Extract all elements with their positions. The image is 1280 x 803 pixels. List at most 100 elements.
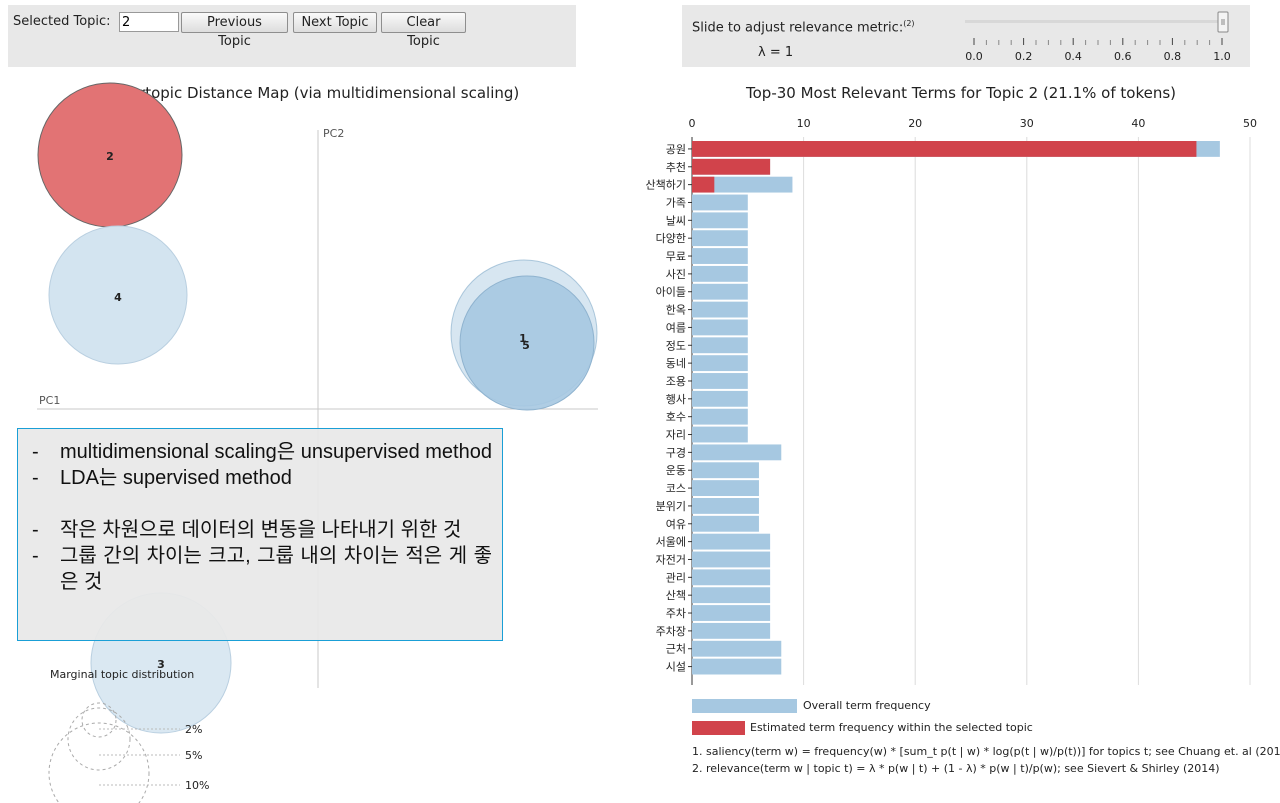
- bar-overall: [692, 587, 771, 604]
- term-label: 호수: [666, 411, 686, 424]
- slider-tick-label: 0.8: [1164, 50, 1182, 63]
- lambda-readout: λ = 1: [758, 45, 794, 60]
- term-label: 한옥: [666, 304, 686, 317]
- relevance-slider-label: Slide to adjust relevance metric:(2): [692, 19, 915, 36]
- topic-circle-4[interactable]: [48, 225, 188, 365]
- bar-overall: [692, 337, 748, 354]
- pc2-label: PC2: [323, 127, 344, 140]
- bar-overall: [692, 480, 759, 496]
- legend-overall-swatch: [692, 699, 797, 713]
- term-label: 주차: [666, 607, 686, 620]
- bar-overall: [692, 194, 748, 211]
- bar-overall: [692, 426, 748, 443]
- previous-topic-button[interactable]: Previous Topic: [181, 12, 288, 49]
- bar-overall: [692, 533, 771, 550]
- topic-label-2: 2: [106, 150, 114, 163]
- term-label: 아이들: [656, 286, 686, 299]
- marginal-circle-2pct: [81, 702, 117, 738]
- legend-overall-label: Overall term frequency: [803, 699, 931, 712]
- x-tick-label: 20: [908, 117, 922, 130]
- term-label: 무료: [666, 250, 686, 263]
- relevance-slider[interactable]: 0.0 0.2 0.4 0.6 0.8 1.0: [950, 5, 1250, 67]
- topic-label-4: 4: [114, 291, 122, 304]
- term-label: 동네: [666, 357, 686, 370]
- bar-overall: [692, 212, 748, 229]
- bar-overall: [692, 515, 759, 532]
- slider-tick-label: 0.0: [965, 50, 983, 63]
- bar-overall: [692, 622, 771, 639]
- note-line-1: multidimensional scaling은 unsupervised m…: [32, 439, 492, 465]
- bar-overall: [692, 319, 748, 336]
- term-label: 서울에: [656, 536, 686, 549]
- slider-tick-label: 0.4: [1064, 50, 1082, 63]
- term-label: 날씨: [666, 214, 686, 227]
- bar-overall: [692, 498, 759, 514]
- footnote-relevance: 2. relevance(term w | topic t) = λ * p(w…: [692, 762, 1220, 775]
- bar-overall: [692, 283, 748, 300]
- slider-track: [965, 20, 1227, 23]
- term-label: 자전거: [656, 553, 686, 566]
- x-tick-label: 40: [1131, 117, 1145, 130]
- slider-axis: 0.0 0.2 0.4 0.6 0.8 1.0: [965, 38, 1231, 63]
- bar-overall: [692, 176, 793, 193]
- bar-overall: [692, 230, 748, 247]
- term-label: 다양한: [656, 232, 686, 245]
- bar-estimated: [692, 158, 771, 175]
- term-label: 가족: [666, 196, 686, 209]
- legend-estimated-swatch: [692, 721, 745, 735]
- bar-series: [692, 141, 1220, 675]
- marginal-distribution-label: Marginal topic distribution: [50, 668, 194, 681]
- term-label: 추천: [666, 160, 686, 174]
- bar-overall: [692, 462, 759, 479]
- marginal-size-10: 10%: [185, 779, 209, 792]
- slider-tick-label: 1.0: [1213, 50, 1231, 63]
- topic-label-1: 1: [519, 332, 527, 345]
- note-line-3: 작은 차원으로 데이터의 변동을 나타내기 위한 것: [32, 517, 492, 543]
- term-labels: 공원추천산책하기가족날씨다양한무료사진아이들한옥여름정도동네조용행사호수자리구경…: [646, 143, 692, 674]
- clear-topic-button[interactable]: Clear Topic: [381, 12, 466, 49]
- topic-circle-5[interactable]: [459, 275, 595, 411]
- bar-overall: [692, 658, 782, 675]
- term-label: 운동: [666, 464, 686, 477]
- term-label: 공원: [666, 143, 686, 156]
- bar-overall: [692, 301, 748, 318]
- bar-chart-title: Top-30 Most Relevant Terms for Topic 2 (…: [746, 84, 1177, 102]
- bar-overall: [692, 265, 748, 282]
- bar-overall: [692, 605, 771, 621]
- note-line-2: LDA는 supervised method: [32, 465, 492, 491]
- relevant-terms-bar-chart: 공원추천산책하기가족날씨다양한무료사진아이들한옥여름정도동네조용행사호수자리구경…: [646, 117, 1257, 685]
- term-label: 관리: [666, 571, 686, 584]
- x-tick-label: 0: [689, 117, 696, 130]
- selected-topic-input[interactable]: [119, 12, 179, 32]
- marginal-size-5: 5%: [185, 749, 202, 762]
- footnote-mark: (2): [903, 19, 915, 28]
- topic-label-5: 5: [522, 339, 530, 352]
- bar-overall: [692, 390, 748, 407]
- marginal-circle-5pct: [67, 707, 131, 771]
- term-label: 시설: [666, 661, 686, 674]
- term-label: 구경: [666, 446, 686, 459]
- topic-label-3: 3: [157, 658, 165, 671]
- term-label: 여유: [666, 518, 686, 531]
- bar-overall: [692, 408, 748, 425]
- term-label: 코스: [666, 482, 686, 495]
- map-title: Intertopic Distance Map (via multidimens…: [110, 84, 520, 102]
- bar-grid: [691, 137, 1251, 685]
- term-label: 근처: [666, 643, 686, 656]
- term-label: 사진: [666, 268, 686, 281]
- annotation-box: multidimensional scaling은 unsupervised m…: [17, 428, 503, 641]
- bar-estimated: [692, 141, 1197, 157]
- bar-overall: [692, 373, 748, 389]
- selected-topic-label: Selected Topic:: [13, 14, 111, 29]
- topic-panel: Selected Topic: Previous Topic Next Topi…: [8, 5, 576, 67]
- term-label: 여름: [666, 321, 686, 334]
- legend-estimated-label: Estimated term frequency within the sele…: [750, 721, 1033, 734]
- relevance-panel: Slide to adjust relevance metric:(2) λ =…: [682, 5, 1250, 67]
- next-topic-button[interactable]: Next Topic: [293, 12, 377, 33]
- bar-overall: [692, 248, 748, 264]
- term-label: 분위기: [656, 500, 686, 513]
- bar-overall: [692, 640, 782, 657]
- bar-overall: [692, 355, 748, 372]
- slider-tick-label: 0.6: [1114, 50, 1132, 63]
- footnote-saliency: 1. saliency(term w) = frequency(w) * [su…: [692, 745, 1280, 758]
